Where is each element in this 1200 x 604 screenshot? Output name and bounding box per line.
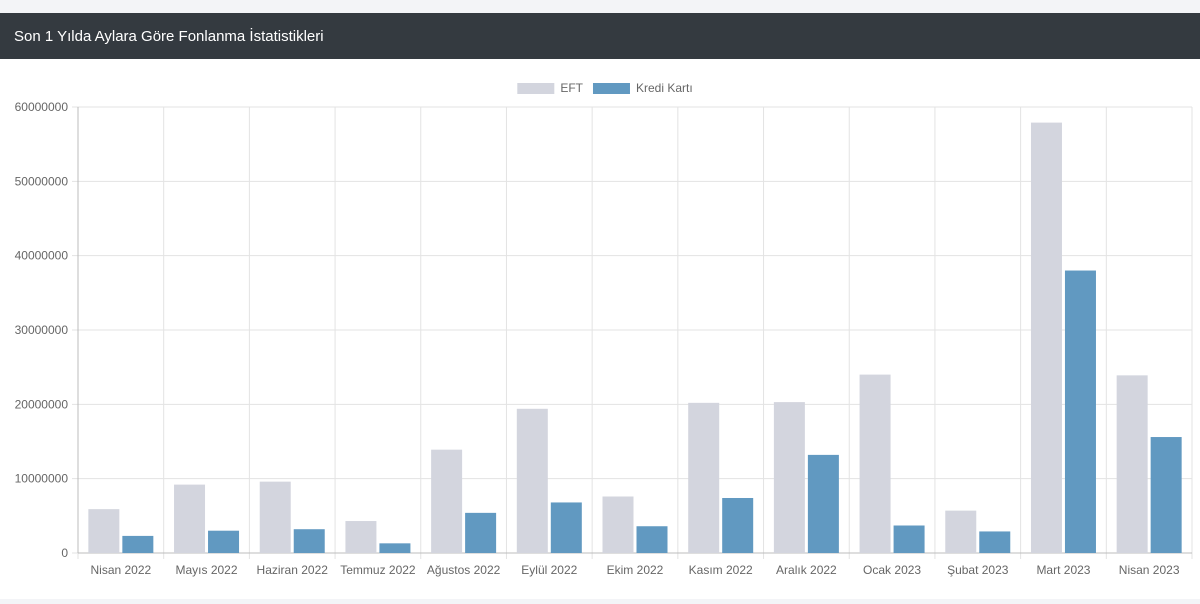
bar-kredi-karti: [893, 525, 925, 553]
x-tick-label: Ağustos 2022: [427, 563, 501, 577]
x-tick-label: Haziran 2022: [257, 563, 329, 577]
bar-kredi-karti: [208, 530, 240, 553]
bar-kredi-karti: [722, 497, 754, 553]
x-tick-label: Kasım 2022: [689, 563, 753, 577]
bar-eft: [516, 408, 548, 553]
bar-kredi-karti: [979, 531, 1011, 553]
bar-eft: [602, 496, 634, 553]
bar-eft: [859, 374, 891, 553]
y-tick-label: 50000000: [15, 174, 69, 188]
bar-kredi-karti: [379, 543, 411, 553]
bar-eft: [773, 402, 805, 553]
x-tick-label: Ekim 2022: [607, 563, 664, 577]
y-tick-label: 10000000: [15, 472, 69, 486]
x-tick-label: Aralık 2022: [776, 563, 837, 577]
x-tick-label: Nisan 2022: [90, 563, 151, 577]
bar-eft: [945, 510, 977, 553]
x-tick-label: Nisan 2023: [1119, 563, 1180, 577]
funding-bar-chart: 0 10000000 20000000 30000000 40000000 5000000…: [15, 81, 1193, 577]
bar-eft: [174, 484, 206, 553]
x-tick-label: Temmuz 2022: [340, 563, 416, 577]
y-tick-label: 20000000: [15, 397, 69, 411]
bar-kredi-karti: [122, 535, 154, 553]
x-tick-label: Mart 2023: [1036, 563, 1090, 577]
bar-kredi-karti: [293, 529, 325, 553]
bar-kredi-karti: [550, 502, 582, 553]
y-tick-label: 60000000: [15, 100, 69, 114]
bar-eft: [688, 402, 720, 553]
chart-area: 0 10000000 20000000 30000000 40000000 5000000…: [0, 59, 1200, 586]
x-tick-label: Eylül 2022: [521, 563, 577, 577]
bar-eft: [259, 481, 291, 553]
bar-eft: [345, 521, 377, 553]
bar-kredi-karti: [1064, 270, 1096, 553]
legend-label-eft: EFT: [560, 81, 583, 95]
card-title: Son 1 Yılda Aylara Göre Fonlanma İstatis…: [14, 27, 324, 45]
bar-eft: [1116, 375, 1148, 553]
y-tick-label: 0: [61, 546, 68, 560]
legend-swatch-kredi-karti: [592, 83, 630, 94]
legend-label-kredi-karti: Kredi Kartı: [636, 81, 693, 95]
bar-eft: [431, 449, 463, 553]
bar-eft: [1030, 122, 1062, 554]
bar-kredi-karti: [1150, 437, 1182, 553]
card-header: Son 1 Yılda Aylara Göre Fonlanma İstatis…: [0, 13, 1200, 59]
bar-eft: [88, 509, 120, 553]
legend-swatch-eft: [517, 83, 555, 94]
bar-kredi-karti: [465, 512, 497, 553]
bar-kredi-karti: [807, 454, 839, 553]
x-tick-label: Mayıs 2022: [176, 563, 238, 577]
y-tick-label: 30000000: [15, 323, 69, 337]
bar-kredi-karti: [636, 526, 668, 553]
y-tick-label: 40000000: [15, 249, 69, 263]
x-tick-label: Şubat 2023: [947, 563, 1009, 577]
x-tick-label: Ocak 2023: [863, 563, 921, 577]
